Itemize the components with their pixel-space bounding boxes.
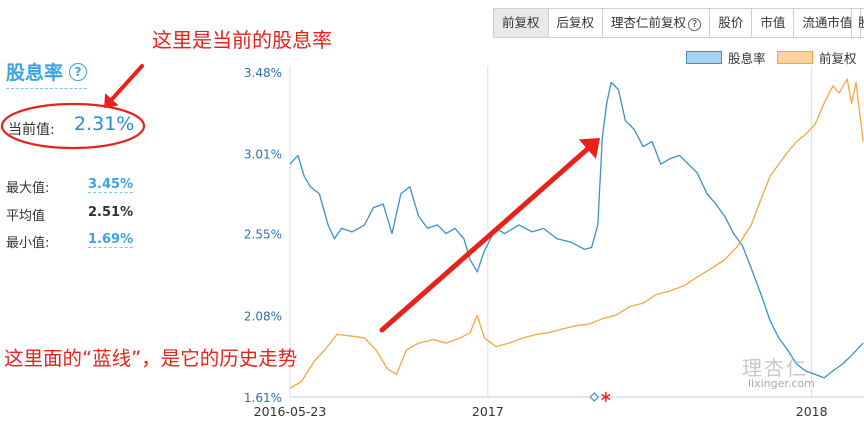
lixinger-adjusted-label: 理杏仁前复权: [611, 15, 687, 30]
max-value[interactable]: 3.45%: [88, 177, 134, 193]
chart-toolbar: 前复权 后复权 理杏仁前复权? 股价 市值 流通市值: [493, 8, 862, 38]
max-value-label: 最大值:: [6, 181, 50, 196]
y-tick-label: 2.55%: [244, 228, 282, 242]
arrow-shaft: [109, 64, 144, 102]
annotation-arrow-top: [104, 64, 144, 108]
current-value-label: 当前值:: [8, 122, 55, 138]
x-axis: 2016-05-23 2017 2018: [254, 404, 828, 419]
current-value: 2.31%: [74, 113, 135, 135]
annotation-layer: [0, 64, 600, 333]
lixinger-adjusted-button[interactable]: 理杏仁前复权?: [602, 8, 711, 38]
dividend-yield-title-text: 股息率: [6, 62, 64, 84]
price-line: [289, 78, 864, 389]
backward-adjusted-button[interactable]: 后复权: [547, 8, 604, 38]
arrow-head: [578, 138, 600, 159]
toolbar-overflow-button[interactable]: 股: [851, 8, 864, 38]
watermark-cn: 理杏仁: [742, 356, 808, 380]
chart-grid: [289, 66, 864, 398]
asterisk-stroke: [601, 393, 611, 401]
dividend-yield-line: [289, 81, 864, 379]
event-marker-asterisk: [601, 392, 611, 402]
x-tick-label: 2018: [796, 404, 828, 419]
annotation-top: 这里是当前的股息率: [152, 28, 332, 52]
y-tick-label: 1.61%: [244, 391, 282, 405]
legend-swatch-price: [777, 51, 813, 64]
legend-label-dividend: 股息率: [728, 51, 766, 66]
legend-item-price[interactable]: 前复权: [777, 48, 857, 67]
y-tick-label: 2.08%: [244, 309, 282, 323]
avg-value: 2.51%: [88, 205, 134, 220]
stock-price-button[interactable]: 股价: [709, 8, 753, 38]
event-marker-diamond: [589, 392, 600, 402]
legend-swatch-dividend: [686, 51, 722, 64]
market-cap-button[interactable]: 市值: [751, 8, 795, 38]
arrow-head: [104, 93, 119, 108]
min-value[interactable]: 1.69%: [88, 232, 134, 248]
dividend-yield-title[interactable]: 股息率 ?: [6, 58, 88, 89]
forward-adjusted-button[interactable]: 前复权: [493, 8, 549, 38]
chart-series: [289, 78, 864, 389]
float-market-cap-button[interactable]: 流通市值: [793, 8, 862, 38]
y-tick-label: 3.48%: [244, 66, 282, 80]
current-value-highlight-ellipse: [0, 102, 146, 150]
watermark-en: lixinger.com: [748, 377, 815, 390]
annotation-arrow-bottom: [379, 138, 600, 333]
avg-value-label: 平均值: [6, 209, 46, 224]
x-tick-label: 2016-05-23: [254, 404, 327, 419]
y-tick-label: 3.01%: [244, 148, 282, 162]
legend-item-dividend[interactable]: 股息率: [686, 48, 766, 67]
arrow-shaft: [379, 146, 590, 333]
help-icon[interactable]: ?: [69, 62, 88, 81]
chart-markers: [589, 392, 611, 402]
legend-label-price: 前复权: [819, 51, 857, 66]
min-value-label: 最小值:: [6, 236, 50, 251]
x-tick-label: 2017: [472, 404, 504, 419]
help-icon: ?: [688, 18, 702, 31]
annotation-bottom: 这里面的“蓝线”，是它的历史走势: [4, 347, 298, 370]
y-axis: 3.48% 3.01% 2.55% 2.08% 1.61%: [244, 66, 282, 405]
